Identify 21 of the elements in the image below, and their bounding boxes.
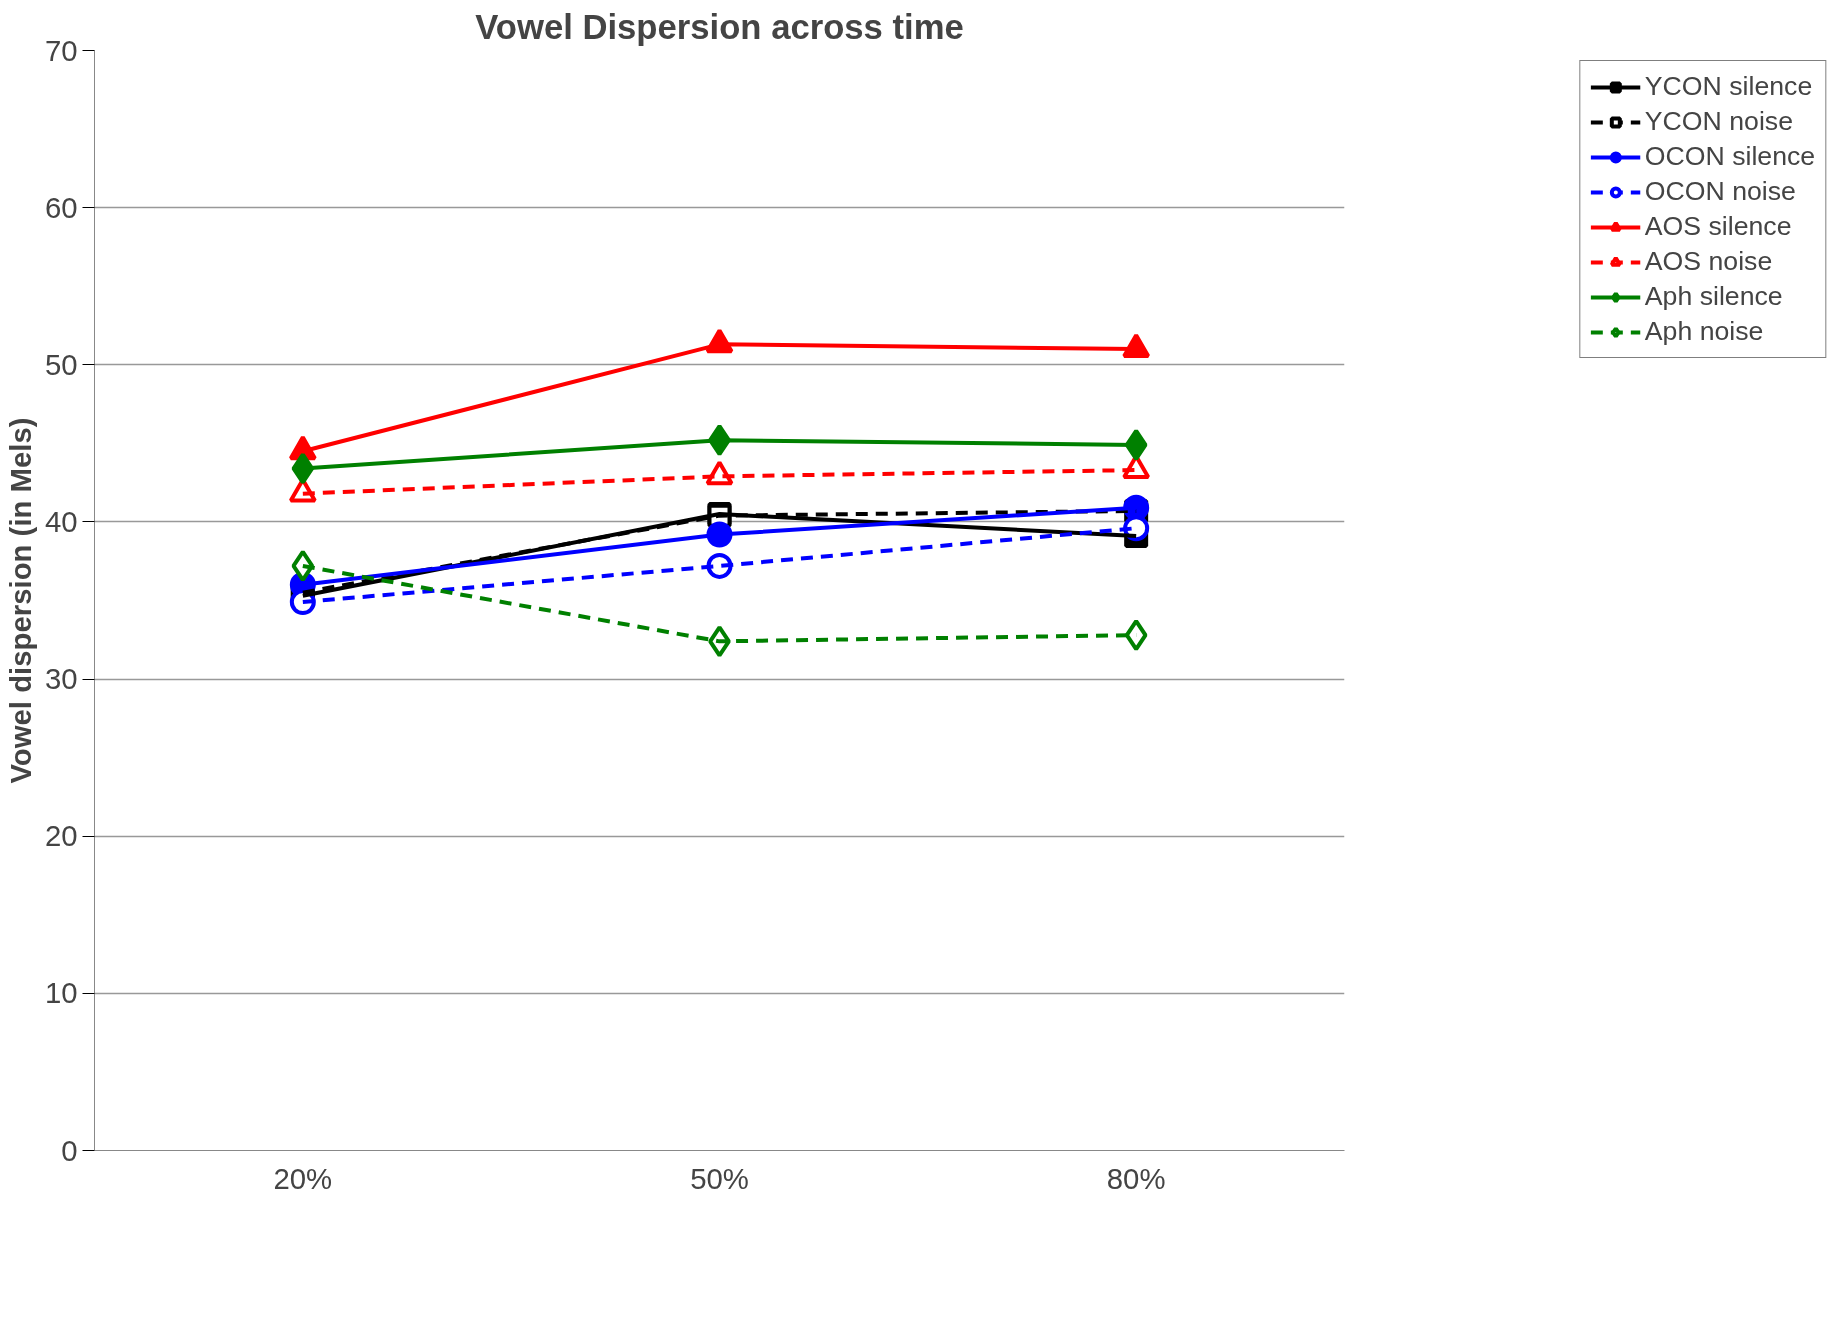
chart-title: Vowel Dispersion across time [475, 7, 964, 46]
y-tick-label: 40 [44, 504, 78, 538]
y-tick-label: 10 [44, 976, 78, 1010]
y-axis-title: Vowel dispersion (in Mels) [3, 417, 37, 784]
x-tick-label: 50% [690, 1161, 749, 1195]
y-tick-label: 0 [61, 1133, 78, 1167]
legend-label: AOS silence [1644, 211, 1792, 242]
y-tick-label: 20 [44, 819, 78, 853]
legend-label: Aph silence [1644, 281, 1783, 312]
y-tick-label: 60 [44, 190, 78, 224]
legend-label: Aph noise [1644, 316, 1764, 347]
y-tick-label: 50 [44, 347, 78, 381]
legend-label: OCON noise [1644, 176, 1796, 207]
legend-label: YCON noise [1644, 106, 1793, 137]
x-tick-label: 80% [1106, 1161, 1166, 1195]
legend-label: YCON silence [1644, 71, 1813, 102]
y-tick-label: 30 [44, 662, 78, 696]
legend-label: OCON silence [1644, 141, 1816, 172]
legend-label: AOS noise [1644, 246, 1773, 277]
y-tick-label: 70 [44, 33, 78, 67]
x-tick-label: 20% [273, 1161, 333, 1195]
